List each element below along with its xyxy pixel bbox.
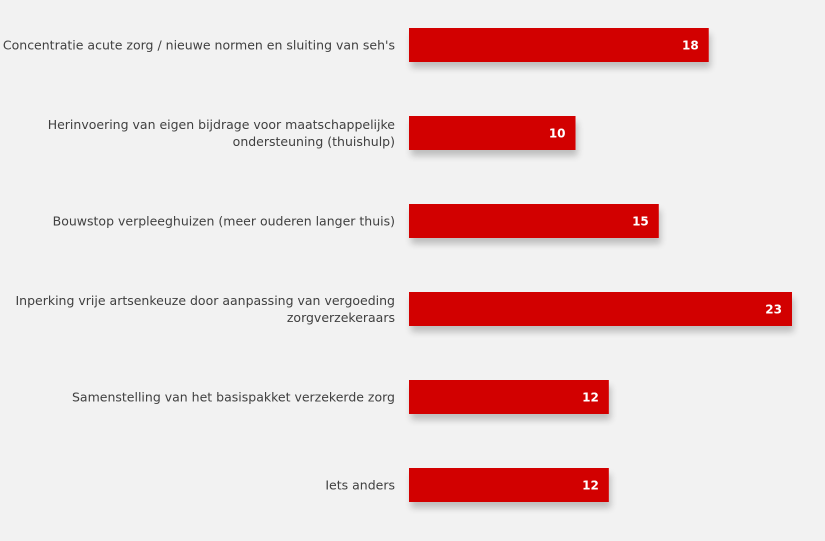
- bar-4: [409, 292, 792, 326]
- category-label-line: Concentratie acute zorg / nieuwe normen …: [3, 38, 395, 53]
- bars: 18 10 15 23 12 12: [409, 28, 792, 502]
- bar-2: [409, 116, 576, 150]
- bar-3: [409, 204, 659, 238]
- category-label-3: Bouwstop verpleeghuizen (meer ouderen la…: [53, 214, 395, 229]
- category-label-line: Bouwstop verpleeghuizen (meer ouderen la…: [53, 214, 395, 229]
- category-label-line: zorgverzekeraars: [287, 310, 395, 325]
- bar-1: [409, 28, 709, 62]
- data-label-3: 15: [632, 215, 649, 229]
- category-label-line: Iets anders: [325, 478, 395, 493]
- category-label-1: Concentratie acute zorg / nieuwe normen …: [3, 38, 395, 53]
- category-label-6: Iets anders: [325, 478, 395, 493]
- bar-5: [409, 380, 609, 414]
- data-label-6: 12: [582, 479, 599, 493]
- category-label-line: ondersteuning (thuishulp): [233, 134, 395, 149]
- category-label-5: Samenstelling van het basispakket verzek…: [72, 390, 395, 405]
- category-label-line: Samenstelling van het basispakket verzek…: [72, 390, 395, 405]
- bar-6: [409, 468, 609, 502]
- category-label-line: Herinvoering van eigen bijdrage voor maa…: [48, 117, 396, 132]
- category-label-line: Inperking vrije artsenkeuze door aanpass…: [15, 293, 395, 308]
- data-label-4: 23: [765, 303, 782, 317]
- data-label-5: 12: [582, 391, 599, 405]
- data-label-1: 18: [682, 39, 699, 53]
- category-label-2: Herinvoering van eigen bijdrage voor maa…: [48, 117, 396, 149]
- data-label-2: 10: [549, 127, 566, 141]
- category-labels: Concentratie acute zorg / nieuwe normen …: [3, 38, 395, 493]
- category-label-4: Inperking vrije artsenkeuze door aanpass…: [15, 293, 395, 325]
